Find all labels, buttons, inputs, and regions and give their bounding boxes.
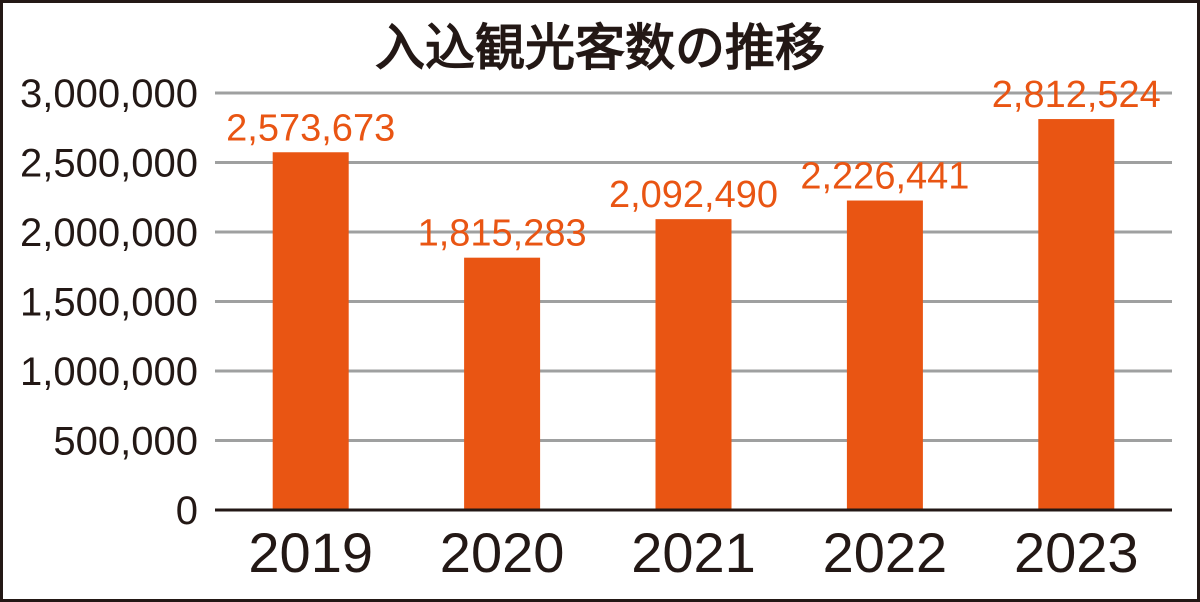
x-axis-ticks: 2019 2020 2021 2022 2023	[248, 521, 1138, 584]
x-tick-label: 2020	[440, 521, 565, 584]
y-tick-label: 1,500,000	[20, 281, 198, 325]
y-tick-label: 1,000,000	[20, 350, 198, 394]
y-axis-ticks: 0 500,000 1,000,000 1,500,000 2,000,000 2,500…	[20, 72, 198, 533]
data-label: 2,092,490	[609, 174, 778, 216]
bar	[464, 257, 541, 510]
y-tick-label: 0	[176, 489, 198, 533]
data-label: 2,226,441	[800, 156, 969, 198]
bar	[272, 152, 349, 510]
y-tick-label: 3,000,000	[20, 72, 198, 116]
bar	[1038, 119, 1115, 510]
data-label: 2,573,673	[226, 107, 395, 149]
x-tick-label: 2023	[1014, 521, 1139, 584]
gridlines	[215, 91, 1172, 442]
data-label: 1,815,283	[418, 213, 587, 255]
data-labels: 2,573,673 1,815,283 2,092,490 2,226,441 2,81…	[226, 74, 1161, 255]
bar	[655, 219, 732, 510]
x-tick-label: 2021	[631, 521, 756, 584]
chart-title: 入込観光客数の推移	[375, 19, 825, 77]
y-tick-label: 2,000,000	[20, 211, 198, 255]
x-tick-label: 2019	[248, 521, 373, 584]
y-tick-label: 2,500,000	[20, 142, 198, 186]
y-tick-label: 500,000	[53, 420, 198, 464]
bars	[272, 119, 1115, 510]
x-tick-label: 2022	[823, 521, 948, 584]
bar	[846, 200, 923, 510]
data-label: 2,812,524	[992, 74, 1161, 116]
